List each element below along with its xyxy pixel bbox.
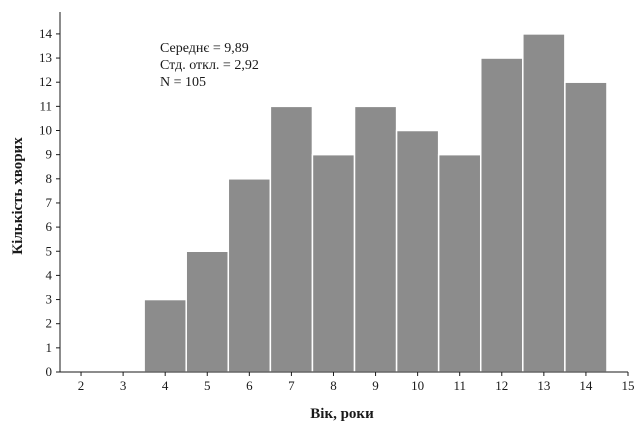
y-tick-label: 10 <box>39 123 52 138</box>
x-tick-label: 8 <box>330 378 337 393</box>
x-axis-title: Вік, роки <box>310 406 374 422</box>
histogram-bar <box>269 105 314 373</box>
x-tick-label: 2 <box>78 378 85 393</box>
y-tick-label: 9 <box>46 147 53 162</box>
x-tick-label: 14 <box>579 378 593 393</box>
histogram-bar <box>395 129 440 373</box>
x-tick-label: 4 <box>162 378 169 393</box>
x-tick-label: 15 <box>622 378 635 393</box>
histogram-bar <box>227 178 272 373</box>
x-tick-label: 12 <box>495 378 508 393</box>
x-tick-label: 10 <box>411 378 424 393</box>
bars-layer <box>143 33 608 373</box>
y-tick-label: 3 <box>46 292 53 307</box>
x-tick-label: 13 <box>537 378 550 393</box>
histogram-bar <box>479 57 524 373</box>
y-tick-label: 2 <box>46 316 53 331</box>
stat-mean: Середнє = 9,89 <box>160 41 249 56</box>
x-tick-label: 5 <box>204 378 211 393</box>
x-tick-label: 9 <box>372 378 379 393</box>
y-tick-label: 14 <box>39 26 53 41</box>
histogram-bar <box>143 298 187 373</box>
y-tick-label: 0 <box>46 364 53 379</box>
y-tick-label: 12 <box>39 74 52 89</box>
histogram-bar <box>522 33 566 373</box>
histogram-bar <box>311 153 356 373</box>
y-tick-label: 7 <box>46 195 53 210</box>
stats-annotation: Середнє = 9,89 Стд. откл. = 2,92 N = 105 <box>160 41 259 90</box>
y-tick-label: 13 <box>39 50 52 65</box>
axes-layer <box>59 12 628 373</box>
stat-n: N = 105 <box>160 75 206 90</box>
x-tick-label: 3 <box>120 378 127 393</box>
y-tick-label: 1 <box>46 340 53 355</box>
y-tick-label: 11 <box>39 98 52 113</box>
x-tick-label: 11 <box>453 378 466 393</box>
x-tick-label: 6 <box>246 378 253 393</box>
y-axis-title: Кількість хворих <box>10 137 26 255</box>
stat-std: Стд. откл. = 2,92 <box>160 58 259 73</box>
y-tick-label: 6 <box>46 219 53 234</box>
histogram-bar <box>564 81 608 373</box>
histogram-bar <box>353 105 398 373</box>
y-tick-label: 8 <box>46 171 53 186</box>
y-tick-label: 4 <box>46 267 53 282</box>
x-tick-labels: 2 3 4 5 6 7 8 9 10 11 12 13 14 15 <box>78 372 635 393</box>
x-tick-label: 7 <box>288 378 295 393</box>
y-tick-label: 5 <box>46 243 53 258</box>
histogram-bar <box>185 250 230 373</box>
histogram-bar <box>437 153 482 373</box>
